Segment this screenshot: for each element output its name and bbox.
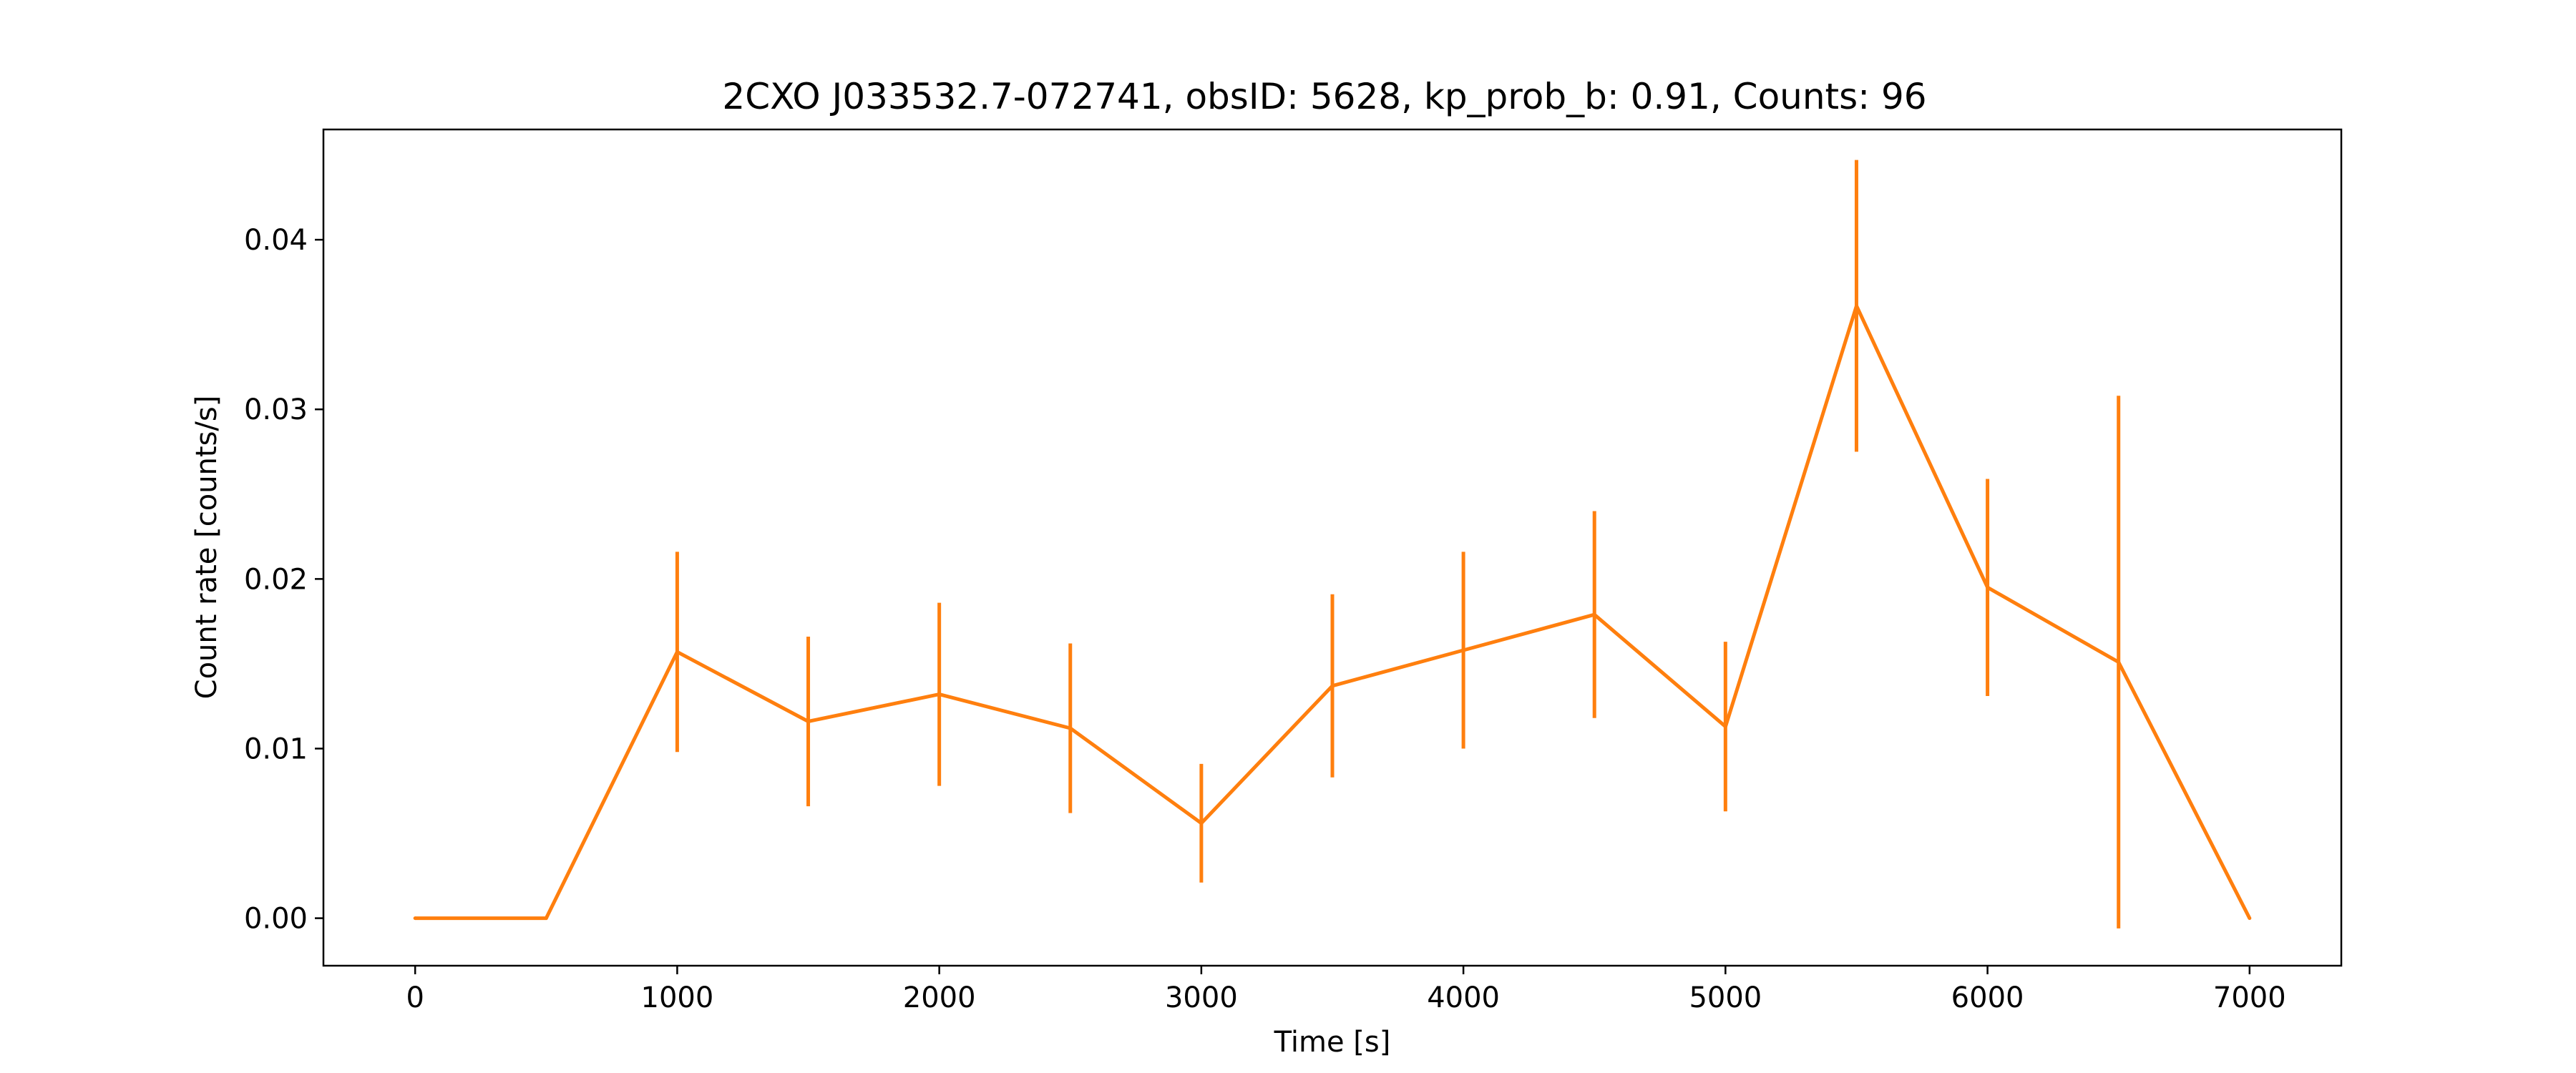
data-point: [1068, 726, 1073, 730]
y-axis-label: Count rate [counts/s]: [190, 396, 223, 700]
y-tick-label: 0.03: [244, 393, 308, 426]
x-tick-label: 3000: [1165, 981, 1238, 1014]
chart-title: 2CXO J033532.7-072741, obsID: 5628, kp_p…: [722, 76, 1926, 117]
y-axis: 0.00 0.01 0.02 0.03 0.04: [244, 224, 323, 936]
data-point: [1986, 585, 1990, 589]
x-tick-label: 6000: [1951, 981, 2024, 1014]
data-point: [1330, 684, 1335, 688]
data-point: [1461, 648, 1465, 652]
x-tick-label: 0: [406, 981, 424, 1014]
x-tick-label: 5000: [1689, 981, 1762, 1014]
y-tick-label: 0.04: [244, 224, 308, 257]
x-axis: 0 1000 2000 3000 4000 5000 6000 7000: [406, 966, 2286, 1014]
x-tick-label: 2000: [903, 981, 976, 1014]
data-point: [1592, 612, 1596, 617]
data-point: [413, 916, 417, 921]
data-point: [1723, 725, 1727, 729]
data-point: [2117, 660, 2121, 665]
data-point: [1199, 821, 1204, 825]
y-tick-label: 0.02: [244, 563, 308, 596]
x-tick-label: 1000: [641, 981, 714, 1014]
y-tick-label: 0.01: [244, 733, 308, 765]
plot-area: [413, 160, 2252, 929]
x-tick-label: 7000: [2213, 981, 2286, 1014]
y-tick-label: 0.00: [244, 903, 308, 936]
x-axis-label: Time [s]: [1274, 1026, 1391, 1059]
data-point: [806, 720, 811, 724]
data-point: [2248, 916, 2252, 921]
data-point: [544, 916, 548, 921]
data-point: [675, 650, 679, 654]
data-point: [937, 692, 942, 697]
data-point: [1854, 304, 1858, 308]
x-tick-label: 4000: [1427, 981, 1500, 1014]
plot-frame: [322, 128, 2343, 967]
